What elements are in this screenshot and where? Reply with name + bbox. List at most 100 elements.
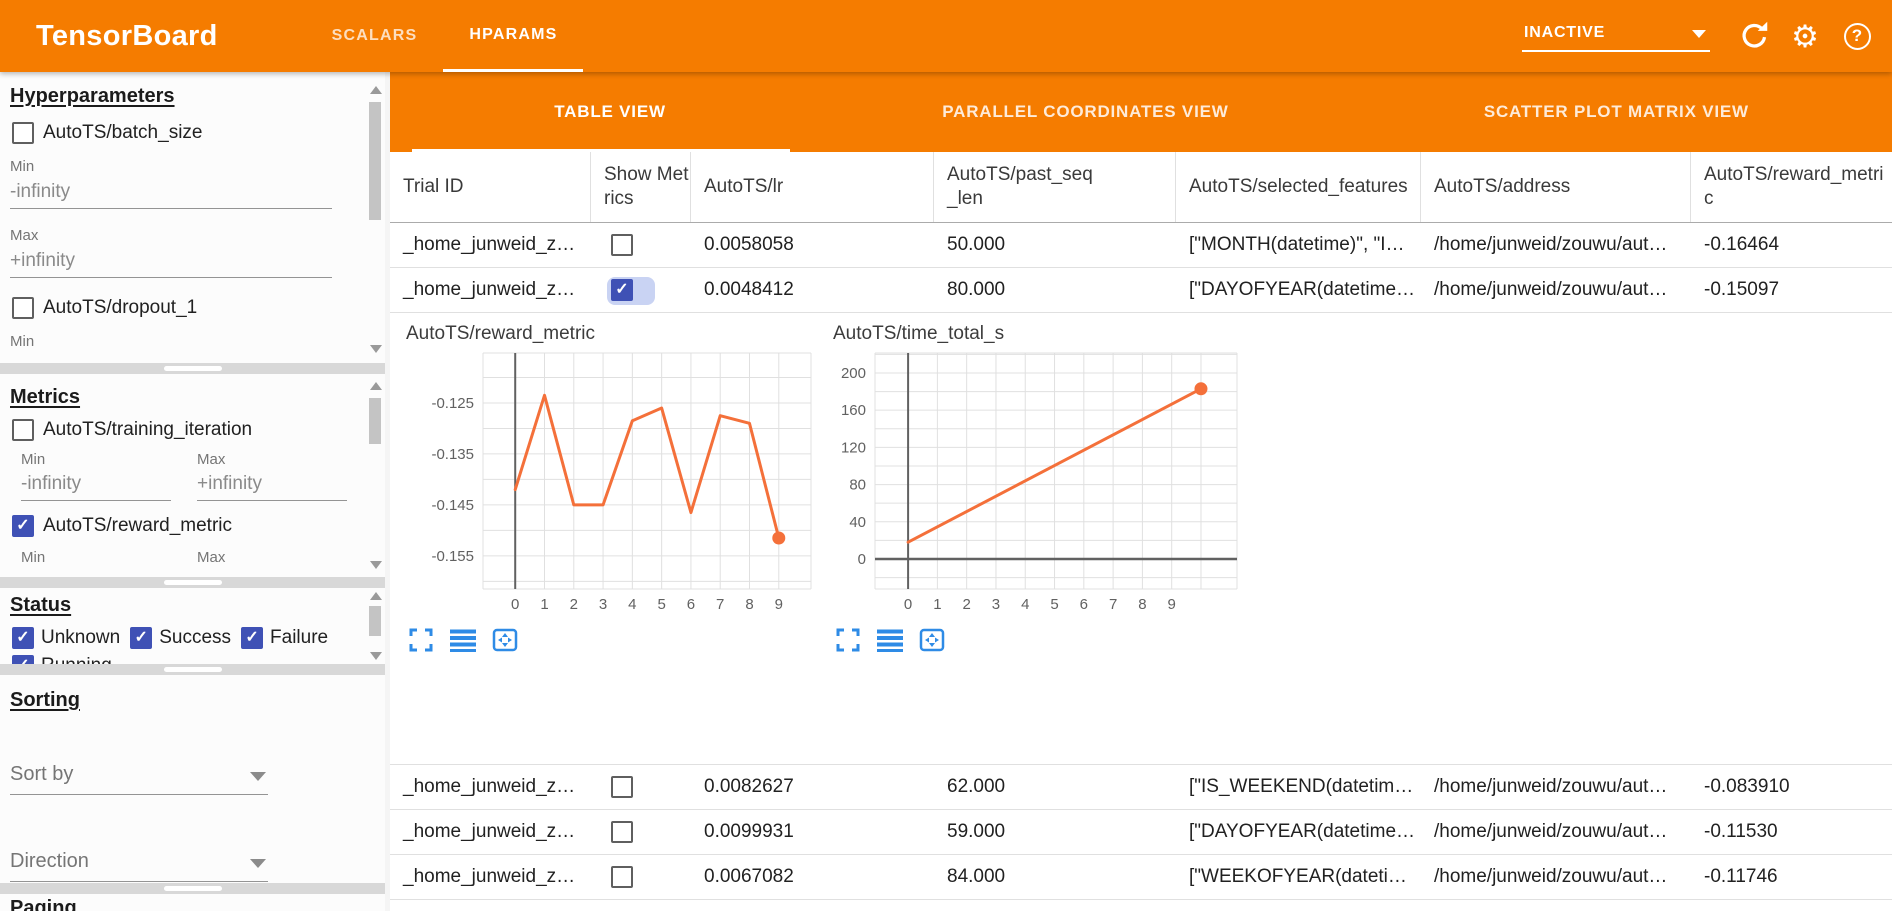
scrollbar-thumb[interactable] xyxy=(369,102,381,220)
checkbox-success[interactable] xyxy=(130,627,153,649)
sort-by-dropdown[interactable]: Sort by xyxy=(10,760,268,795)
checkbox-batch-size[interactable] xyxy=(12,122,34,144)
checkbox-training-iteration[interactable] xyxy=(12,419,34,441)
fullscreen-icon[interactable] xyxy=(835,627,861,653)
reward-metric-line-chart[interactable]: 0 1 2 3 4 5 6 7 8 9 -0.125 -0.135 -0.145 -0.155 xyxy=(398,347,828,615)
cell-trial-id: _home_junweid_z… xyxy=(403,866,576,887)
pan-icon[interactable] xyxy=(919,627,945,653)
cell-selected-features: ["DAYOFYEAR(datetime… xyxy=(1189,279,1416,300)
cell-past-seq-len: 62.000 xyxy=(947,776,1006,797)
min-label: Min xyxy=(10,158,35,175)
paging-title: Paging xyxy=(10,897,77,911)
tab-scalars[interactable]: SCALARS xyxy=(331,27,418,44)
max-input[interactable]: +infinity xyxy=(10,250,332,278)
tab-parallel-coordinates-view[interactable]: PARALLEL COORDINATES VIEW xyxy=(942,102,1229,121)
scroll-down-icon[interactable] xyxy=(370,345,382,353)
chart-toolbox xyxy=(835,627,1255,653)
cell-lr: 0.0058058 xyxy=(704,234,794,255)
scroll-down-icon[interactable] xyxy=(370,561,382,569)
direction-dropdown[interactable]: Direction xyxy=(10,847,268,882)
chart-title: AutoTS/reward_metric xyxy=(406,323,596,344)
show-metrics-checkbox[interactable] xyxy=(611,234,633,256)
cell-reward-metric: -0.083910 xyxy=(1704,776,1790,797)
tensorboard-logo: TensorBoard xyxy=(36,19,218,52)
status-option-failure: Failure xyxy=(241,627,328,649)
show-metrics-checkbox[interactable] xyxy=(611,866,633,888)
scroll-down-icon[interactable] xyxy=(370,652,382,660)
cell-trial-id: _home_junweid_z… xyxy=(403,821,576,842)
show-metrics-checkbox[interactable] xyxy=(611,279,633,301)
col-header-selected-features: AutoTS/selected_features xyxy=(1176,152,1421,222)
cell-trial-id: _home_junweid_z… xyxy=(403,279,576,300)
svg-text:120: 120 xyxy=(841,439,866,456)
table-row: _home_junweid_z… 0.0067082 84.000 ["WEEK… xyxy=(390,855,1892,900)
max-input[interactable]: +infinity xyxy=(197,473,347,501)
checkbox-unknown[interactable] xyxy=(12,627,34,649)
view-tab-strip: TABLE VIEW PARALLEL COORDINATES VIEW SCA… xyxy=(390,72,1892,152)
help-icon[interactable]: ? xyxy=(1840,19,1874,53)
cell-lr: 0.0099931 xyxy=(704,821,794,842)
tab-table-view[interactable]: TABLE VIEW xyxy=(390,72,830,152)
status-scrollbar[interactable] xyxy=(369,588,382,664)
partial-next-row xyxy=(390,900,1892,911)
fullscreen-icon[interactable] xyxy=(408,627,434,653)
run-selector-dropdown[interactable]: INACTIVE xyxy=(1522,20,1710,52)
section-resize-divider[interactable] xyxy=(0,664,385,675)
svg-text:4: 4 xyxy=(1021,596,1029,613)
min-input[interactable]: -infinity xyxy=(21,473,171,501)
refresh-icon[interactable] xyxy=(1736,19,1770,53)
chart-toolbox xyxy=(408,627,828,653)
col-header-reward-metric: AutoTS/reward_metric xyxy=(1704,164,1884,209)
cell-reward-metric: -0.16464 xyxy=(1704,234,1780,255)
settings-gear-icon[interactable]: ⚙ xyxy=(1791,18,1819,54)
cell-address: /home/junweid/zouwu/aut… xyxy=(1434,821,1668,842)
svg-text:80: 80 xyxy=(849,477,866,494)
checkbox-running[interactable] xyxy=(12,655,34,664)
scrollbar-thumb[interactable] xyxy=(369,606,381,636)
svg-text:1: 1 xyxy=(540,596,548,613)
checkbox-dropout-1[interactable] xyxy=(12,297,34,319)
lines-icon[interactable] xyxy=(877,627,903,653)
col-header-past-seq-len: AutoTS/past_seq_len xyxy=(934,152,1176,222)
paging-section: Paging xyxy=(0,894,385,911)
tab-hparams[interactable]: HPARAMS xyxy=(443,0,584,72)
checkbox-failure[interactable] xyxy=(241,627,264,649)
min-input[interactable]: -infinity xyxy=(10,181,332,209)
hyperparameters-scrollbar[interactable] xyxy=(369,72,382,363)
pan-icon[interactable] xyxy=(492,627,518,653)
min-label: Min xyxy=(21,549,46,566)
hyperparameters-title: Hyperparameters xyxy=(10,85,175,107)
svg-text:7: 7 xyxy=(716,596,724,613)
section-resize-divider[interactable] xyxy=(0,363,385,374)
section-resize-divider[interactable] xyxy=(0,577,385,588)
top-bar: TensorBoard SCALARS HPARAMS INACTIVE ⚙ ? xyxy=(0,0,1892,72)
lines-icon[interactable] xyxy=(450,627,476,653)
metrics-scrollbar[interactable] xyxy=(369,374,382,577)
max-label: Max xyxy=(197,451,226,468)
cell-trial-id: _home_junweid_z… xyxy=(403,234,576,255)
scroll-up-icon[interactable] xyxy=(370,86,382,94)
scrollbar-thumb[interactable] xyxy=(369,398,381,444)
metrics-section: Metrics AutoTS/training_iteration Min -i… xyxy=(0,374,385,577)
cell-reward-metric: -0.11530 xyxy=(1704,821,1778,842)
scroll-up-icon[interactable] xyxy=(370,382,382,390)
cell-selected-features: ["WEEKOFYEAR(dateti… xyxy=(1189,866,1407,887)
checkbox-reward-metric[interactable] xyxy=(12,515,34,537)
scroll-up-icon[interactable] xyxy=(370,592,382,600)
col-header-address: AutoTS/address xyxy=(1421,152,1691,222)
table-header: Trial ID Show Metrics AutoTS/lr AutoTS/p… xyxy=(390,152,1892,223)
cell-address: /home/junweid/zouwu/aut… xyxy=(1434,279,1668,300)
show-metrics-checkbox[interactable] xyxy=(611,821,633,843)
tab-scatter-plot-matrix-view[interactable]: SCATTER PLOT MATRIX VIEW xyxy=(1483,102,1749,121)
time-total-line-chart[interactable]: 0 1 2 3 4 5 6 7 8 9 200 160 120 80 40 0 xyxy=(825,347,1255,615)
svg-text:5: 5 xyxy=(1050,596,1058,613)
metrics-charts-panel: AutoTS/reward_metric 0 1 2 3 4 5 6 7 8 9 -0.125 -0.… xyxy=(390,313,1892,765)
svg-text:5: 5 xyxy=(657,596,665,613)
table-row-selected: _home_junweid_z… 0.0048412 80.000 ["DAYO… xyxy=(390,268,1892,313)
section-resize-divider[interactable] xyxy=(0,883,385,894)
main-panel: TABLE VIEW PARALLEL COORDINATES VIEW SCA… xyxy=(390,72,1892,911)
svg-text:9: 9 xyxy=(775,596,783,613)
show-metrics-checkbox[interactable] xyxy=(611,776,633,798)
svg-text:8: 8 xyxy=(745,596,753,613)
